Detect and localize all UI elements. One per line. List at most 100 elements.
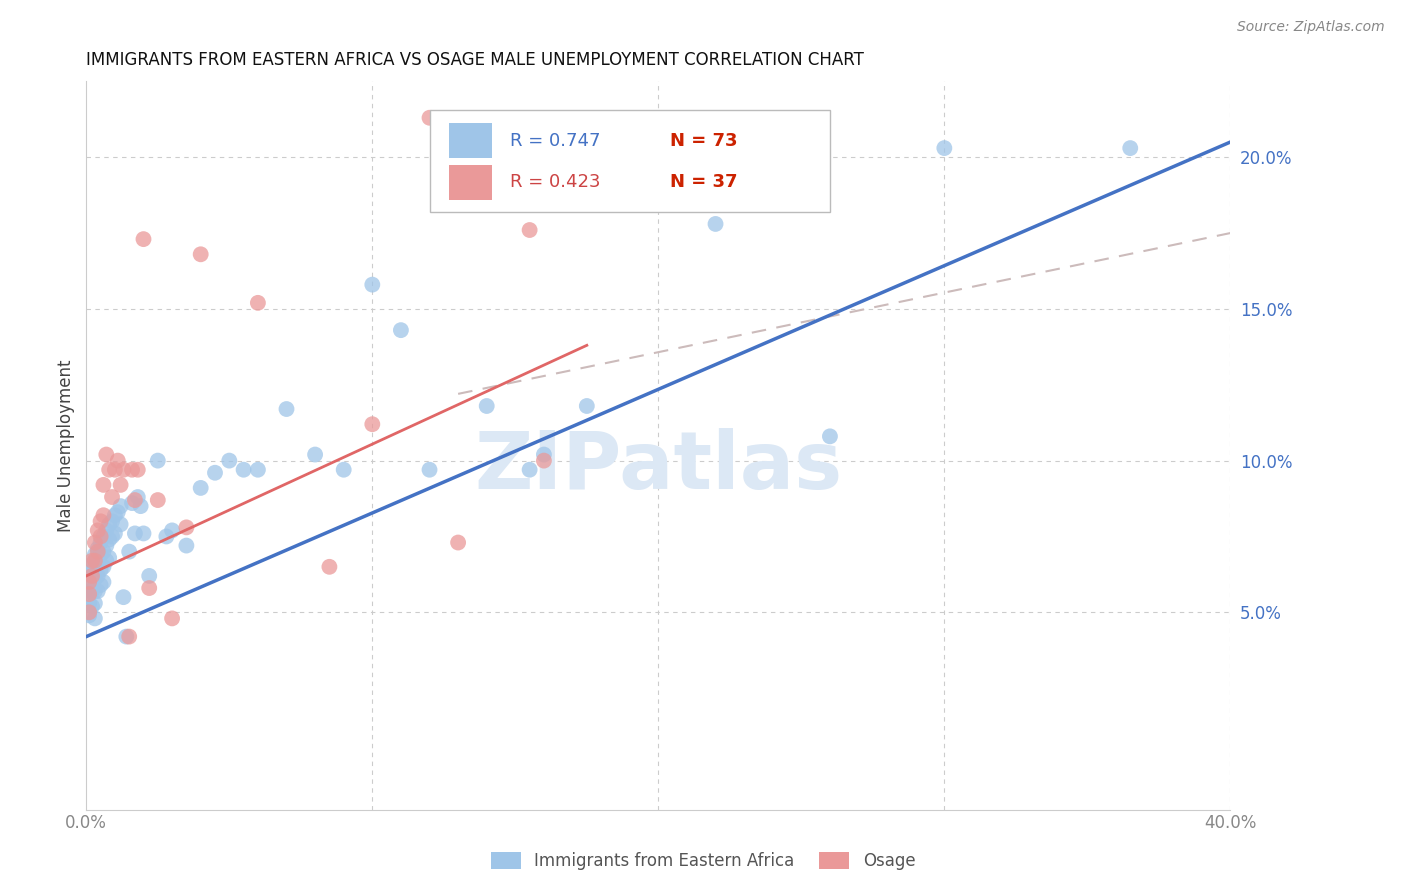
Point bbox=[112, 463, 135, 477]
Point bbox=[160, 524, 183, 538]
Point bbox=[110, 517, 132, 532]
Point bbox=[101, 529, 124, 543]
Point bbox=[155, 529, 177, 543]
Point bbox=[104, 463, 127, 477]
Y-axis label: Male Unemployment: Male Unemployment bbox=[58, 359, 75, 532]
Point bbox=[118, 544, 141, 558]
FancyBboxPatch shape bbox=[429, 111, 830, 212]
Point bbox=[389, 323, 412, 337]
Point bbox=[818, 429, 841, 443]
Point bbox=[112, 590, 135, 604]
Text: Source: ZipAtlas.com: Source: ZipAtlas.com bbox=[1237, 20, 1385, 34]
Point bbox=[533, 453, 555, 467]
Point bbox=[575, 399, 598, 413]
Point bbox=[533, 448, 555, 462]
Point bbox=[104, 508, 127, 523]
Legend: Immigrants from Eastern Africa, Osage: Immigrants from Eastern Africa, Osage bbox=[484, 845, 922, 877]
Point bbox=[176, 539, 198, 553]
Point bbox=[77, 605, 100, 619]
Point bbox=[146, 493, 169, 508]
Text: N = 73: N = 73 bbox=[669, 132, 737, 150]
Point bbox=[83, 611, 105, 625]
FancyBboxPatch shape bbox=[449, 123, 492, 158]
Point bbox=[77, 566, 100, 580]
Point bbox=[218, 453, 240, 467]
Point bbox=[90, 548, 112, 562]
Point bbox=[190, 481, 212, 495]
Point bbox=[115, 630, 138, 644]
Point bbox=[101, 514, 124, 528]
Point bbox=[98, 517, 121, 532]
Point bbox=[87, 524, 110, 538]
Point bbox=[124, 493, 146, 508]
Point bbox=[87, 541, 110, 556]
Point bbox=[418, 463, 440, 477]
Point bbox=[77, 608, 100, 623]
Point bbox=[93, 529, 115, 543]
Point bbox=[98, 550, 121, 565]
Text: R = 0.423: R = 0.423 bbox=[509, 173, 600, 191]
Point bbox=[87, 569, 110, 583]
Point bbox=[93, 508, 115, 523]
Point bbox=[127, 463, 149, 477]
Point bbox=[138, 569, 160, 583]
Point bbox=[190, 247, 212, 261]
Point bbox=[80, 599, 103, 614]
Point bbox=[132, 526, 155, 541]
Point bbox=[80, 584, 103, 599]
Point bbox=[87, 544, 110, 558]
Point bbox=[519, 463, 541, 477]
Point bbox=[304, 448, 326, 462]
Point bbox=[77, 574, 100, 589]
Point bbox=[160, 611, 183, 625]
Point bbox=[90, 529, 112, 543]
Point bbox=[93, 574, 115, 589]
Point bbox=[118, 630, 141, 644]
Point bbox=[127, 490, 149, 504]
Point bbox=[332, 463, 354, 477]
Point bbox=[647, 171, 669, 186]
Point bbox=[93, 478, 115, 492]
Point bbox=[80, 569, 103, 583]
Point bbox=[96, 539, 118, 553]
Point bbox=[447, 535, 470, 549]
Point bbox=[77, 574, 100, 589]
Point bbox=[90, 578, 112, 592]
Point bbox=[124, 526, 146, 541]
Point bbox=[83, 548, 105, 562]
Point bbox=[110, 499, 132, 513]
Point bbox=[129, 499, 152, 513]
Point bbox=[83, 584, 105, 599]
Point bbox=[90, 563, 112, 577]
Point bbox=[475, 399, 498, 413]
Point bbox=[87, 554, 110, 568]
Point bbox=[121, 496, 143, 510]
Point bbox=[90, 514, 112, 528]
Point bbox=[101, 490, 124, 504]
Point bbox=[77, 596, 100, 610]
Point bbox=[104, 526, 127, 541]
Point bbox=[93, 559, 115, 574]
Point bbox=[110, 478, 132, 492]
Point bbox=[246, 463, 269, 477]
Point bbox=[1119, 141, 1142, 155]
Point bbox=[146, 453, 169, 467]
Point bbox=[96, 554, 118, 568]
Point bbox=[704, 217, 727, 231]
Point bbox=[276, 402, 298, 417]
Point bbox=[204, 466, 226, 480]
Point bbox=[90, 535, 112, 549]
Point bbox=[132, 232, 155, 246]
Text: IMMIGRANTS FROM EASTERN AFRICA VS OSAGE MALE UNEMPLOYMENT CORRELATION CHART: IMMIGRANTS FROM EASTERN AFRICA VS OSAGE … bbox=[86, 51, 865, 69]
Point bbox=[246, 296, 269, 310]
Point bbox=[107, 453, 129, 467]
Point bbox=[77, 587, 100, 601]
Point bbox=[318, 559, 340, 574]
Point bbox=[83, 596, 105, 610]
Point bbox=[121, 463, 143, 477]
Point bbox=[98, 463, 121, 477]
Point bbox=[96, 448, 118, 462]
Point bbox=[96, 524, 118, 538]
Point bbox=[80, 554, 103, 568]
Point bbox=[80, 557, 103, 571]
